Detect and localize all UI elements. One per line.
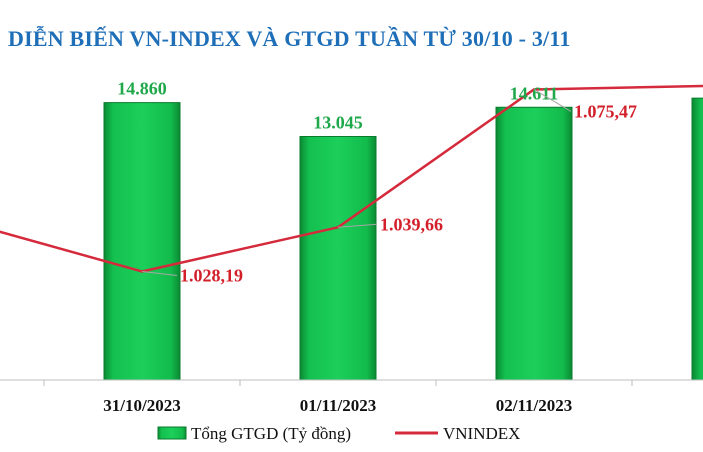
- label-leader-line: [141, 270, 178, 276]
- legend: Tổng GTGD (Tỷ đồng) VNINDEX: [157, 424, 520, 443]
- legend-line-label: VNINDEX: [443, 424, 520, 443]
- bars-layer: [103, 97, 703, 381]
- x-tick-label: 31/10/2023: [103, 396, 180, 415]
- vnindex-value-label: 1.028,19: [180, 265, 243, 285]
- bar-1: [103, 102, 181, 381]
- bar-2: [299, 135, 377, 381]
- data-labels-layer: 14.86013.04514.6111.042,41.028,191.039,6…: [117, 79, 637, 286]
- legend-bar-label: Tổng GTGD (Tỷ đồng): [191, 424, 351, 443]
- chart-title: DIỄN BIẾN VN-INDEX VÀ GTGD TUẦN TỪ 30/10…: [8, 26, 571, 51]
- vnindex-value-label: 1.039,66: [380, 214, 443, 234]
- vnindex-value-label: 1.075,47: [574, 101, 637, 121]
- bar-4: [691, 97, 703, 381]
- bar-3: [495, 106, 573, 381]
- bar-value-label: 14.611: [510, 83, 559, 103]
- label-leader-line: [533, 89, 572, 112]
- bar-value-label: 13.045: [313, 112, 363, 132]
- x-tick-label: 02/11/2023: [496, 396, 573, 415]
- label-leader-line: [337, 223, 378, 228]
- legend-bar-swatch: [157, 426, 187, 440]
- x-tick-label: 01/11/2023: [300, 396, 377, 415]
- bar-value-label: 14.860: [117, 79, 167, 99]
